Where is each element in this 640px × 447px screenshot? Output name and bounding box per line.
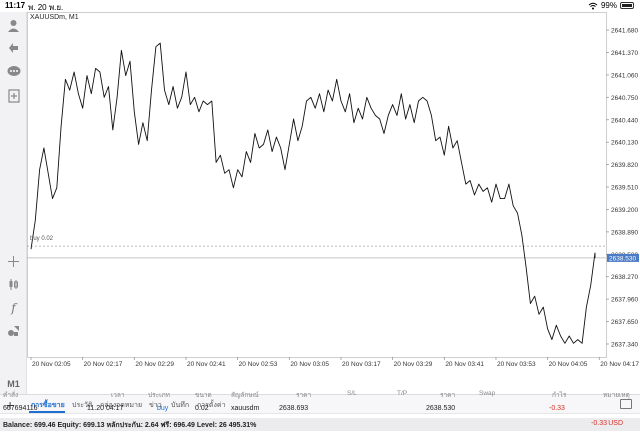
tab-journal[interactable]: บันทึก <box>171 402 190 409</box>
x-tick-label: 20 Nov 03:53 <box>497 361 536 368</box>
y-tick-label: 2641.680 <box>611 28 638 35</box>
objects-icon[interactable] <box>4 321 23 340</box>
order-price-open: 2638.693 <box>279 405 309 412</box>
current-price-label: 2638.530 <box>609 255 636 262</box>
battery-icon <box>620 2 634 9</box>
y-tick-label: 2638.270 <box>611 274 638 281</box>
terminal-toolbar: + การซื้อขาย ประวัติ กล่องจดหมาย ข่าว บั… <box>0 394 640 414</box>
chart-canvas: 2641.680 2641.370 2641.060 2640.750 2640.440… <box>27 12 639 368</box>
status-indicators: 99% <box>588 1 634 10</box>
tab-mailbox[interactable]: กล่องจดหมาย <box>100 402 143 409</box>
tab-trade[interactable]: การซื้อขาย <box>31 402 65 409</box>
timeframe-button[interactable]: M1 <box>7 378 20 389</box>
wifi-icon <box>588 2 598 9</box>
y-tick-label: 2637.340 <box>611 341 638 348</box>
y-tick-label: 2640.130 <box>611 140 638 147</box>
x-tick-label: 20 Nov 02:41 <box>187 361 226 368</box>
x-tick-label: 20 Nov 03:41 <box>445 361 484 368</box>
col-price-open: ราคา <box>296 392 312 399</box>
active-tab-indicator <box>29 411 65 413</box>
trade-icon[interactable] <box>4 38 23 57</box>
add-chart-icon[interactable] <box>4 86 23 105</box>
y-tick-label: 2641.370 <box>611 50 638 57</box>
y-tick-label: 2641.060 <box>611 72 638 79</box>
balance-summary: Balance: 699.46 Equity: 699.13 หลักประกั… <box>3 422 257 429</box>
expand-icon[interactable] <box>620 399 632 409</box>
tab-history[interactable]: ประวัติ <box>72 402 93 409</box>
col-time: เวลา <box>111 392 125 399</box>
price-chart[interactable]: 2641.680 2641.370 2641.060 2640.750 2640.440… <box>27 12 640 394</box>
balance-profit: -0.33 <box>591 420 607 427</box>
x-tick-label: 20 Nov 04:17 <box>600 361 639 368</box>
x-tick-label: 20 Nov 03:29 <box>394 361 433 368</box>
x-tick-label: 20 Nov 03:05 <box>290 361 329 368</box>
order-id: 667694116 <box>3 405 38 412</box>
profile-icon[interactable] <box>4 16 23 35</box>
battery-percent: 99% <box>600 1 617 10</box>
crosshair-icon[interactable] <box>4 252 23 271</box>
order-level-label: buy 0.02 <box>30 236 54 242</box>
col-type: ประเภท <box>148 392 170 399</box>
order-price-current: 2638.530 <box>426 405 456 412</box>
y-tick-label: 2638.890 <box>611 229 638 236</box>
col-profit: กำไร <box>552 392 567 399</box>
x-tick-label: 20 Nov 02:05 <box>32 361 71 368</box>
y-tick-label: 2639.510 <box>611 185 638 192</box>
col-tp: T/P <box>397 390 408 397</box>
col-symbol: สัญลักษณ์ <box>231 392 259 399</box>
tab-settings[interactable]: การตั้งค่า <box>197 402 226 409</box>
order-type: buy <box>157 405 169 412</box>
col-price-current: ราคา <box>440 392 456 399</box>
candles-icon[interactable] <box>4 275 23 294</box>
order-time: 11.20 04:17 <box>87 405 124 412</box>
col-sl: S/L <box>347 390 357 397</box>
status-time: 11:17 <box>5 1 26 10</box>
tab-news[interactable]: ข่าว <box>149 402 162 409</box>
x-tick-label: 20 Nov 04:05 <box>549 361 588 368</box>
chat-icon[interactable] <box>4 62 23 81</box>
y-tick-label: 2637.650 <box>611 319 638 326</box>
y-tick-label: 2637.960 <box>611 297 638 304</box>
x-tick-label: 20 Nov 02:29 <box>135 361 174 368</box>
current-price-tag <box>607 253 639 262</box>
left-toolbar: f M1 <box>0 12 27 394</box>
x-tick-label: 20 Nov 02:53 <box>239 361 278 368</box>
order-size: 0.02 <box>195 405 209 412</box>
col-order: คำสั่ง <box>3 392 19 399</box>
balance-currency: USD <box>608 420 623 427</box>
status-date: พ. 20 พ.ย. <box>28 3 64 12</box>
balance-bar: Balance: 699.46 Equity: 699.13 หลักประกั… <box>0 418 640 431</box>
y-tick-label: 2640.440 <box>611 117 638 124</box>
chart-symbol-label: XAUUSDm, M1 <box>30 14 79 21</box>
price-series-line <box>30 42 596 344</box>
function-icon[interactable]: f <box>11 300 16 315</box>
y-tick-label: 2639.820 <box>611 162 638 169</box>
x-tick-label: 20 Nov 03:17 <box>342 361 381 368</box>
y-tick-label: 2640.750 <box>611 95 638 102</box>
trade-row[interactable]: 667694116 11.20 04:17 buy 0.02 xauusdm 2… <box>0 405 640 417</box>
col-size: ขนาด <box>195 392 212 399</box>
trade-table-columns: คำสั่ง เวลา ประเภท ขนาด สัญลักษณ์ ราคา S… <box>0 390 640 400</box>
col-comment: หมายเหตุ <box>603 392 630 399</box>
x-tick-label: 20 Nov 02:17 <box>84 361 123 368</box>
status-bar: 11:17 พ. 20 พ.ย. 99% <box>0 0 640 12</box>
col-swap: Swap <box>479 390 496 397</box>
plot-frame <box>27 12 607 358</box>
order-symbol: xauusdm <box>231 405 260 412</box>
y-tick-label: 2639.200 <box>611 207 638 214</box>
order-profit: -0.33 <box>549 405 565 412</box>
new-order-button[interactable]: + <box>6 397 15 413</box>
